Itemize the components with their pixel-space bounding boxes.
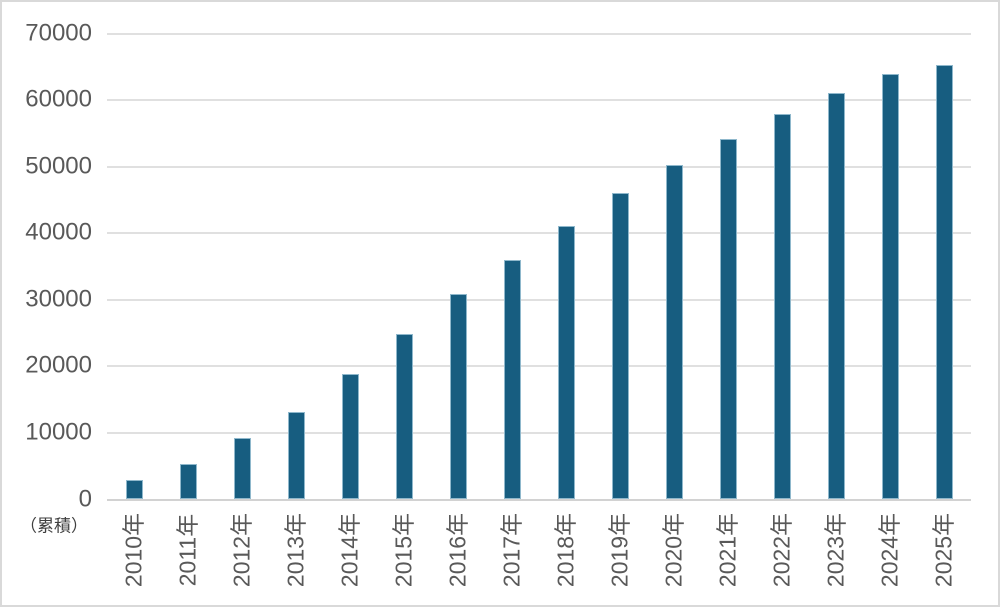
bar-2010 — [125, 479, 143, 500]
x-axis-tick-label: 2015年 — [390, 512, 417, 588]
x-axis-tick-label: 2021年 — [714, 512, 741, 588]
gridline — [107, 298, 971, 301]
bar-2011 — [179, 464, 197, 500]
y-axis-tick-label: 20000 — [25, 351, 92, 379]
bar-2012 — [233, 438, 251, 500]
bar-2017 — [503, 259, 521, 500]
gridline — [107, 32, 971, 35]
bar-2022 — [773, 114, 791, 500]
x-axis-tick-label: 2013年 — [282, 512, 309, 588]
y-axis-tick-label: 50000 — [25, 152, 92, 180]
gridline — [107, 232, 971, 235]
bar-2015 — [395, 334, 413, 500]
gridline — [107, 99, 971, 102]
bar-2013 — [287, 411, 305, 500]
x-axis-tick-label: 2019年 — [606, 512, 633, 588]
bar-2023 — [827, 93, 845, 500]
y-axis-tick-label: 60000 — [25, 85, 92, 113]
x-axis-tick-label: 2011年 — [174, 513, 201, 587]
x-axis-line — [107, 498, 971, 501]
bar-2019 — [611, 193, 629, 500]
bar-2016 — [449, 294, 467, 500]
x-axis-tick-label: 2012年 — [228, 512, 255, 588]
bar-2024 — [881, 74, 899, 500]
x-axis-tick-label: 2024年 — [876, 512, 903, 588]
y-axis-tick-label: 40000 — [25, 218, 92, 246]
y-axis-tick-label: 70000 — [25, 19, 92, 47]
bar-2014 — [341, 373, 359, 500]
gridline — [107, 431, 971, 434]
gridline — [107, 165, 971, 168]
x-axis-tick-label: 2018年 — [552, 512, 579, 588]
x-axis-tick-label: 2022年 — [768, 512, 795, 588]
bar-2021 — [719, 139, 737, 500]
y-axis-tick-label: 30000 — [25, 285, 92, 313]
x-axis-tick-label: 2023年 — [822, 512, 849, 588]
y-axis-tick-label: 0 — [78, 485, 92, 513]
y-axis-tick-label: 10000 — [25, 418, 92, 446]
bar-2025 — [935, 64, 953, 500]
x-axis-tick-label: 2014年 — [336, 512, 363, 588]
bar-2018 — [557, 225, 575, 500]
x-axis-tick-label: 2016年 — [444, 512, 471, 588]
x-axis-tick-label: 2017年 — [498, 512, 525, 588]
x-axis-tick-label: 2020年 — [660, 512, 687, 588]
bar-2020 — [665, 164, 683, 500]
x-axis-tick-label: 2010年 — [120, 512, 147, 588]
cumulative-note: （累積） — [20, 516, 88, 536]
x-axis-tick-label: 2025年 — [930, 512, 957, 588]
gridline — [107, 365, 971, 368]
